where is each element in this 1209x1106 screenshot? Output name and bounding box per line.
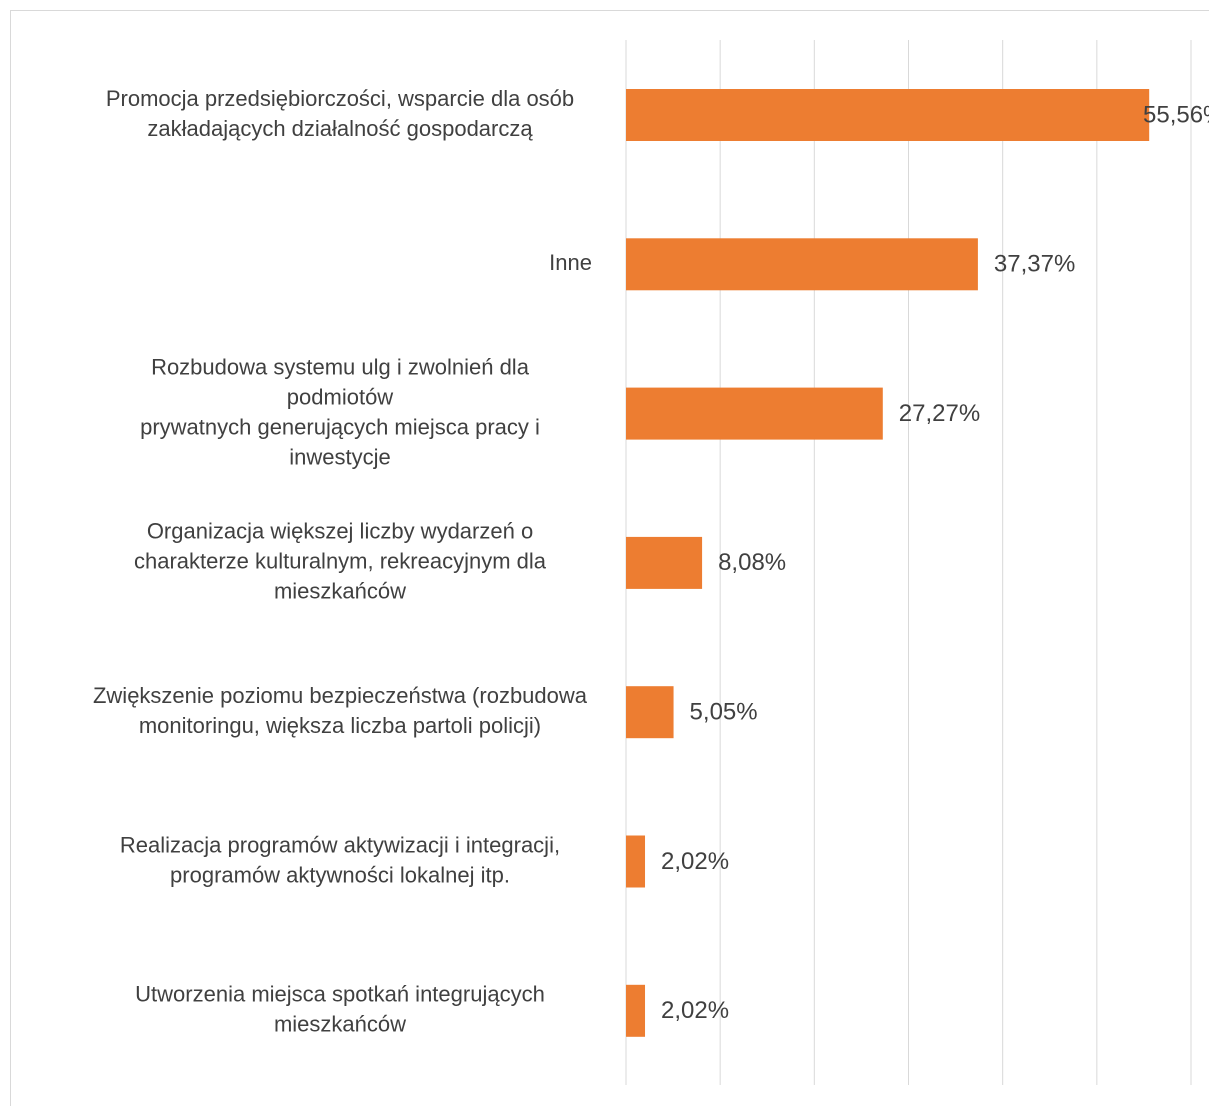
bar [626,387,883,440]
category-label: mieszkańców [274,579,406,604]
category-label: Inne [549,250,592,275]
category-label: Promocja przedsiębiorczości, wsparcie dl… [106,86,574,111]
category-label: Zwiększenie poziomu bezpieczeństwa (rozb… [93,683,588,708]
category-label: monitoringu, większa liczba partoli poli… [139,713,541,738]
category-label: inwestycje [289,444,390,469]
category-label: zakładających działalność gospodarczą [147,116,533,141]
category-label: mieszkańców [274,1012,406,1037]
category-label: Realizacja programów aktywizacji i integ… [120,832,560,857]
bar [626,89,1150,141]
bar [626,536,703,589]
chart-border [10,10,1209,1106]
bar [626,984,646,1037]
value-label: 27,27% [899,400,980,427]
category-label: Organizacja większej liczby wydarzeń o [147,519,533,544]
category-label: podmiotów [287,384,394,409]
bar [626,835,646,888]
bar [626,686,674,739]
value-label: 2,02% [661,848,729,875]
category-label: prywatnych generujących miejsca pracy i [140,414,540,439]
category-label: charakterze kulturalnym, rekreacyjnym dl… [134,549,547,574]
value-label: 8,08% [718,549,786,576]
value-label: 37,37% [994,251,1075,278]
value-label: 5,05% [690,699,758,726]
category-label: programów aktywności lokalnej itp. [170,862,510,887]
category-label: Rozbudowa systemu ulg i zwolnień dla [151,354,530,379]
bar [626,238,978,291]
value-label: 55,56% [1143,101,1209,128]
value-label: 2,02% [661,997,729,1024]
category-label: Utworzenia miejsca spotkań integrujących [135,982,545,1007]
